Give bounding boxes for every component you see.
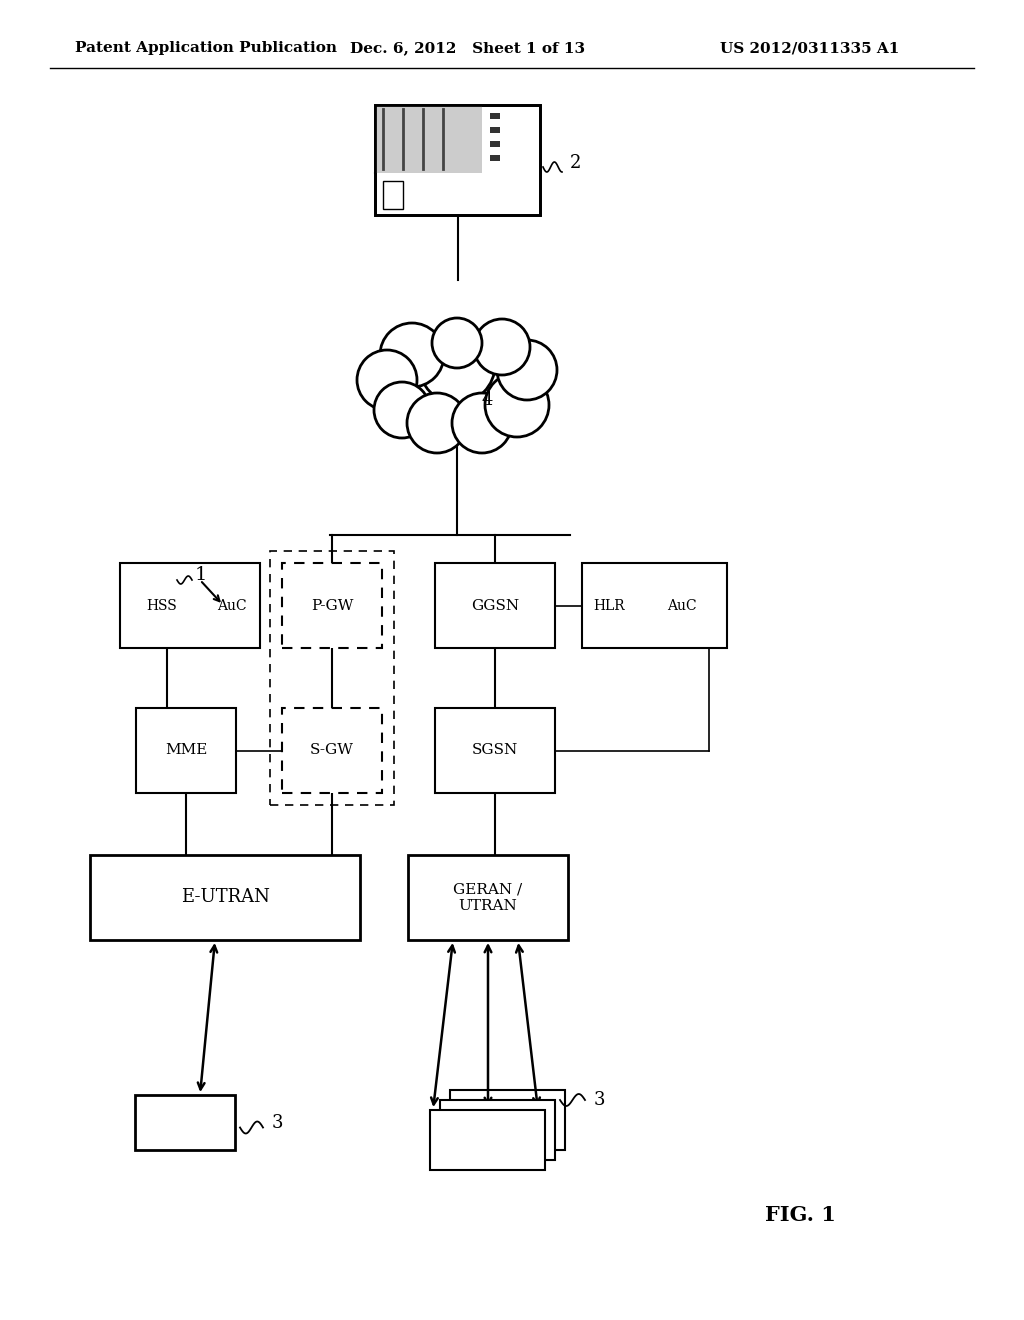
Text: US 2012/0311335 A1: US 2012/0311335 A1 xyxy=(720,41,899,55)
Text: 4: 4 xyxy=(481,391,493,409)
Bar xyxy=(375,106,482,173)
Bar xyxy=(490,127,501,133)
Bar xyxy=(490,141,501,147)
Circle shape xyxy=(452,393,512,453)
Circle shape xyxy=(497,341,557,400)
Bar xyxy=(490,114,501,119)
Text: 2: 2 xyxy=(570,154,582,172)
Bar xyxy=(282,708,382,793)
Text: S-GW: S-GW xyxy=(310,743,354,758)
Circle shape xyxy=(432,318,482,368)
Bar xyxy=(408,855,568,940)
Text: P-GW: P-GW xyxy=(311,598,353,612)
Text: AuC: AuC xyxy=(217,598,247,612)
Bar xyxy=(450,1090,565,1150)
Bar xyxy=(490,154,501,161)
Circle shape xyxy=(380,323,444,387)
Text: E-UTRAN: E-UTRAN xyxy=(180,888,269,907)
Circle shape xyxy=(374,381,430,438)
Circle shape xyxy=(474,319,530,375)
Circle shape xyxy=(485,374,549,437)
Bar xyxy=(430,1110,545,1170)
Bar xyxy=(120,564,260,648)
Circle shape xyxy=(407,393,467,453)
Circle shape xyxy=(357,350,417,411)
Bar xyxy=(375,106,540,215)
Bar xyxy=(375,106,540,215)
Text: Dec. 6, 2012   Sheet 1 of 13: Dec. 6, 2012 Sheet 1 of 13 xyxy=(350,41,585,55)
Text: 3: 3 xyxy=(593,1092,605,1109)
Text: HLR: HLR xyxy=(594,598,626,612)
Bar xyxy=(136,708,236,793)
Text: GGSN: GGSN xyxy=(471,598,519,612)
Text: 1: 1 xyxy=(195,566,208,583)
Text: FIG. 1: FIG. 1 xyxy=(765,1205,836,1225)
Bar xyxy=(135,1096,234,1150)
Circle shape xyxy=(419,327,495,403)
Bar xyxy=(90,855,360,940)
Bar xyxy=(383,181,403,209)
Bar xyxy=(435,708,555,793)
Bar xyxy=(582,564,727,648)
Bar xyxy=(270,550,394,805)
Bar xyxy=(435,564,555,648)
Text: SGSN: SGSN xyxy=(472,743,518,758)
Text: HSS: HSS xyxy=(146,598,177,612)
Text: GERAN /
UTRAN: GERAN / UTRAN xyxy=(454,882,522,912)
Text: MME: MME xyxy=(165,743,207,758)
Text: 3: 3 xyxy=(271,1114,283,1131)
Bar xyxy=(440,1100,555,1160)
Text: AuC: AuC xyxy=(668,598,697,612)
Text: Patent Application Publication: Patent Application Publication xyxy=(75,41,337,55)
Bar xyxy=(282,564,382,648)
